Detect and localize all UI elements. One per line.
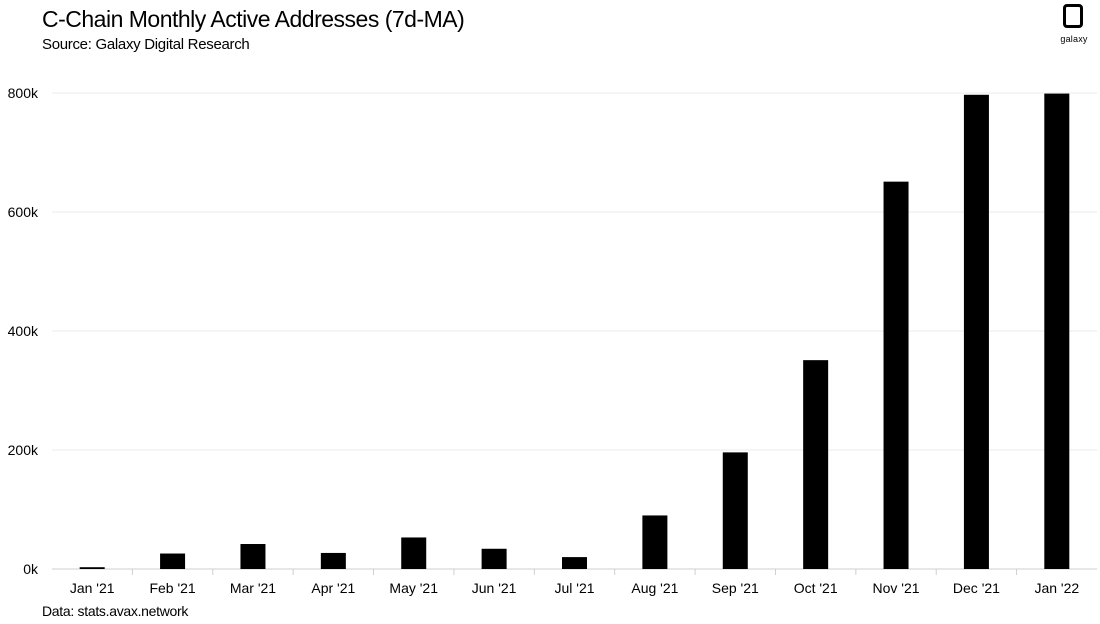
x-tick-label: Jun '21	[472, 580, 517, 596]
x-tick-label: Nov '21	[873, 580, 920, 596]
y-tick-label: 400k	[8, 323, 39, 339]
x-tick-label: Apr '21	[311, 580, 355, 596]
bar	[240, 544, 266, 569]
y-tick-label: 800k	[8, 85, 39, 101]
grid-lines	[52, 92, 1097, 570]
bar	[722, 452, 748, 569]
y-tick-label: 0k	[23, 561, 39, 577]
y-tick-label: 200k	[8, 442, 39, 458]
chart-title: C-Chain Monthly Active Addresses (7d-MA)	[42, 6, 465, 32]
bar	[883, 181, 909, 569]
x-tick-label: Jan '21	[70, 580, 115, 596]
x-tick-label: Jan '22	[1034, 580, 1079, 596]
x-tick-label: Jul '21	[554, 580, 594, 596]
y-axis: 0k 200k 400k 600k 800k	[8, 85, 39, 577]
galaxy-logo: galaxy	[1056, 4, 1096, 48]
bar	[803, 360, 829, 569]
bar	[963, 94, 989, 569]
bar	[160, 553, 186, 569]
bar	[320, 552, 346, 569]
galaxy-logo-icon	[1063, 4, 1083, 28]
y-tick-label: 600k	[8, 204, 39, 220]
x-tick-label: Aug '21	[631, 580, 678, 596]
x-tick-label: Sep '21	[712, 580, 759, 596]
bar	[562, 557, 587, 569]
bars	[79, 93, 1070, 569]
bar	[79, 567, 105, 569]
data-source-note: Data: stats.avax.network	[42, 603, 189, 619]
x-tick-label: Dec '21	[953, 580, 1000, 596]
x-tick-label: Feb '21	[149, 580, 195, 596]
x-tick-label: May '21	[389, 580, 438, 596]
galaxy-logo-text: galaxy	[1060, 34, 1088, 44]
chart-subtitle: Source: Galaxy Digital Research	[42, 36, 250, 53]
bar	[642, 515, 668, 569]
bar	[1044, 93, 1070, 569]
x-tick-label: Mar '21	[230, 580, 276, 596]
bar	[481, 548, 507, 569]
bar	[401, 537, 427, 569]
x-tick-label: Oct '21	[794, 580, 838, 596]
x-axis: Jan '21 Feb '21 Mar '21 Apr '21 May '21 Jun '…	[70, 569, 1079, 596]
